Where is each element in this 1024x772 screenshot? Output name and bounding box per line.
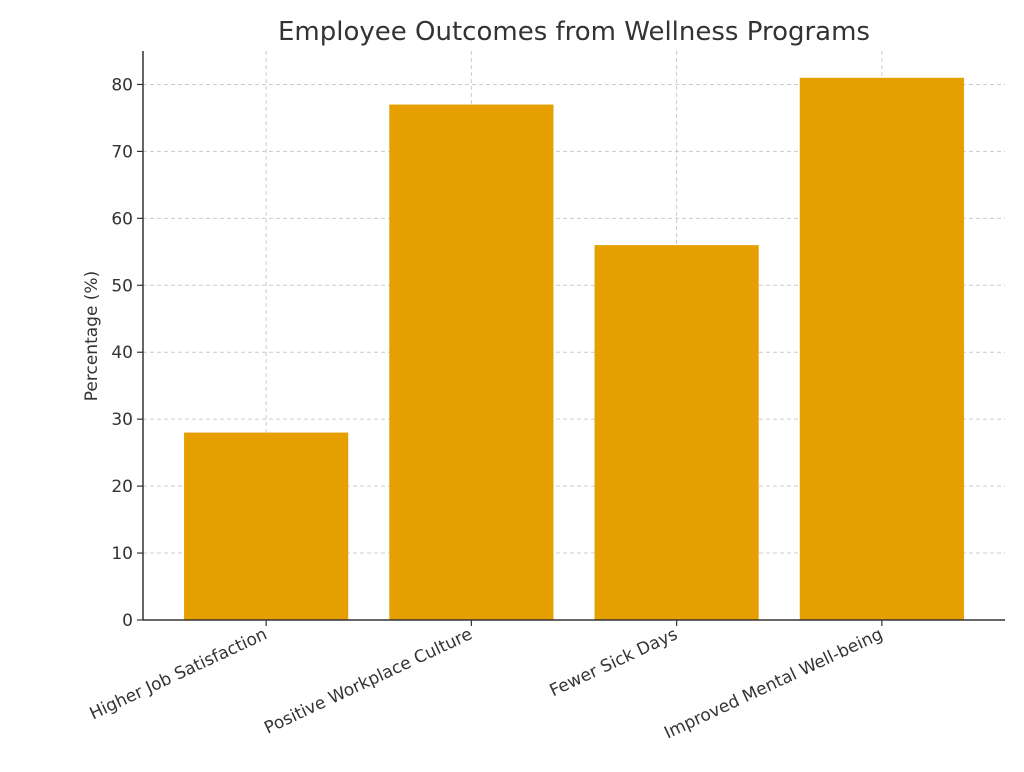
y-tick-label: 80	[111, 75, 133, 95]
y-tick-label: 30	[111, 410, 133, 430]
bars-layer	[184, 77, 964, 621]
x-tick-label: Positive Workplace Culture	[261, 624, 475, 738]
y-tick-label: 70	[111, 142, 133, 162]
bar	[184, 432, 349, 620]
y-tick-label: 10	[111, 544, 133, 564]
y-tick-label: 40	[111, 343, 133, 363]
bar	[389, 104, 554, 621]
x-tick-label: Improved Mental Well-being	[661, 624, 886, 743]
bar	[594, 245, 759, 621]
y-axis-label: Percentage (%)	[82, 271, 102, 401]
y-tick-label: 20	[111, 477, 133, 497]
bar	[799, 77, 964, 620]
y-tick-label: 0	[122, 611, 133, 631]
x-tick-label: Higher Job Satisfaction	[87, 624, 271, 724]
y-tick-label: 50	[111, 276, 133, 296]
x-tick-label: Fewer Sick Days	[547, 624, 681, 701]
axes-layer	[142, 51, 1005, 621]
y-tick-label: 60	[111, 209, 133, 229]
chart-title: Employee Outcomes from Wellness Programs	[278, 17, 870, 47]
